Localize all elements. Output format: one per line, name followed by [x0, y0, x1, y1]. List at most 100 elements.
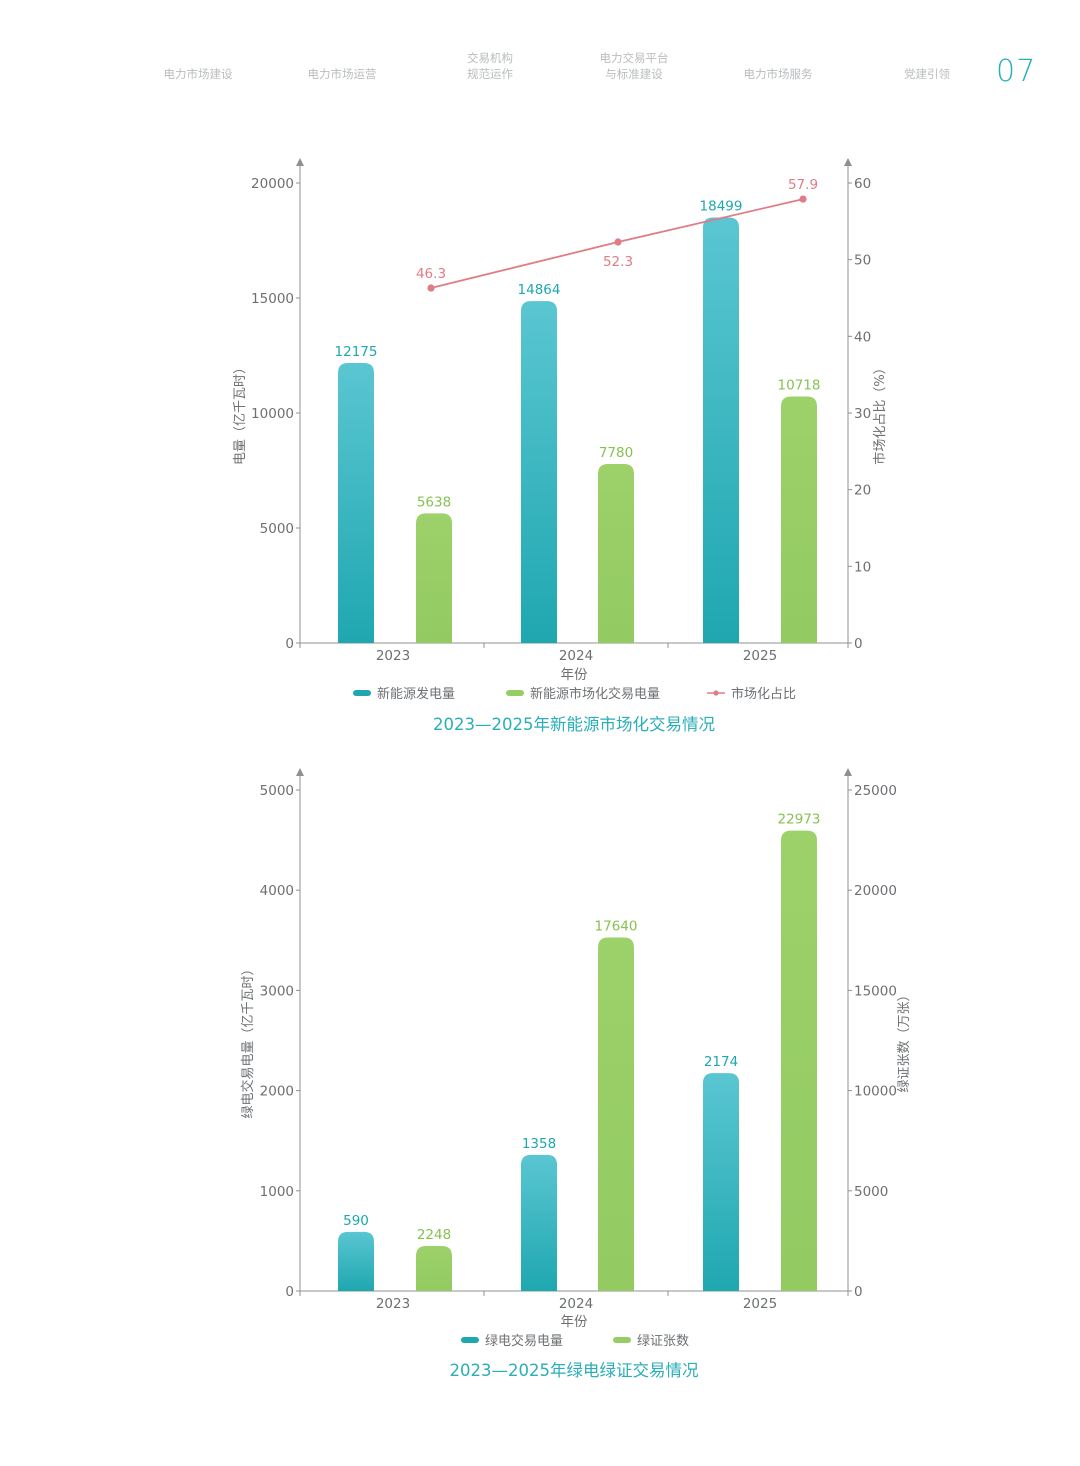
y-tick-label-right: 60 [854, 176, 871, 192]
y-tick-label-right: 15000 [854, 983, 897, 999]
y-tick-label-right: 50 [854, 253, 871, 269]
nav-item-market-construction[interactable]: 电力市场建设 [152, 66, 244, 82]
legend-label: 新能源市场化交易电量 [530, 686, 660, 702]
y-axis-title-left: 绿电交易电量（亿千瓦时） [240, 962, 256, 1118]
bar-green [781, 830, 817, 1291]
legend-swatch [613, 1337, 631, 1343]
data-label: 14864 [518, 282, 561, 298]
nav-item-label: 党建引领 [904, 67, 950, 81]
nav-item-institution-operation[interactable]: 交易机构 规范运作 [444, 50, 536, 82]
x-tick-label: 2025 [743, 648, 777, 664]
line-point [427, 284, 435, 292]
y-tick-label-left: 5000 [260, 521, 294, 537]
legend-swatch-dot [713, 690, 719, 696]
data-label: 18499 [700, 199, 743, 215]
nav-item-trading-platform[interactable]: 电力交易平台 与标准建设 [584, 50, 684, 82]
bar-green [416, 513, 452, 643]
nav-item-label: 电力市场运营 [307, 67, 377, 81]
nav-item-market-operation[interactable]: 电力市场运营 [296, 66, 388, 82]
y-tick-label-left: 3000 [260, 983, 294, 999]
legend-label: 新能源发电量 [377, 686, 455, 702]
y-axis-right-arrow [844, 768, 852, 776]
chart-green-power: 0 1000 2000 3000 4000 5000 0 5000 10000 15000 2000… [240, 768, 912, 1380]
y-tick-label-right: 20000 [854, 883, 897, 899]
page-number: 07 [996, 54, 1037, 89]
line-data-label: 46.3 [416, 266, 446, 282]
y-axis-left-arrow [296, 158, 304, 166]
chart-title: 2023—2025年绿电绿证交易情况 [450, 1361, 699, 1380]
legend-label: 绿证张数 [637, 1334, 689, 1349]
y-axis-left-arrow [296, 768, 304, 776]
line-data-label: 57.9 [788, 177, 818, 193]
y-tick-label-right: 10 [854, 559, 871, 575]
x-tick-label: 2024 [559, 1296, 593, 1312]
y-tick-label-left: 4000 [260, 883, 294, 899]
bar-teal [338, 362, 374, 643]
bar-green [598, 937, 634, 1291]
data-label: 22973 [778, 812, 821, 828]
y-tick-label-left: 0 [285, 1284, 294, 1300]
nav-item-label: 与标准建设 [605, 67, 663, 81]
bar-teal [521, 301, 557, 643]
bar-green [781, 396, 817, 643]
y-tick-label-right: 30 [854, 406, 871, 422]
bar-teal [703, 1073, 739, 1291]
y-tick-label-left: 0 [285, 636, 294, 652]
legend-label: 市场化占比 [731, 686, 796, 702]
y-axis-title-left: 电量（亿千瓦时） [233, 361, 248, 465]
data-label: 590 [343, 1213, 369, 1229]
nav-item-label: 电力交易平台 [599, 51, 669, 65]
nav-item-label: 电力市场服务 [743, 67, 813, 81]
x-tick-label: 2025 [743, 1296, 777, 1312]
data-label: 1358 [522, 1136, 556, 1152]
y-tick-label-right: 0 [854, 1284, 863, 1300]
nav-item-label: 规范运作 [467, 67, 513, 81]
legend-swatch [353, 690, 371, 696]
y-tick-label-left: 20000 [251, 176, 294, 192]
x-tick-label: 2024 [559, 648, 593, 664]
bar-green [598, 464, 634, 643]
y-tick-label-right: 40 [854, 329, 871, 345]
y-tick-label-right: 5000 [854, 1184, 888, 1200]
y-tick-label-right: 0 [854, 636, 863, 652]
y-tick-label-left: 1000 [260, 1184, 294, 1200]
y-axis-right-arrow [844, 158, 852, 166]
y-axis-title-right: 绿证张数（万张） [897, 988, 912, 1092]
y-tick-label-left: 5000 [260, 783, 294, 799]
line-point [614, 238, 622, 246]
legend-label: 绿电交易电量 [485, 1333, 563, 1349]
bar-teal [521, 1154, 557, 1291]
nav-item-label: 交易机构 [467, 51, 513, 65]
section-navigation: 电力市场建设 电力市场运营 交易机构 规范运作 电力交易平台 与标准建设 电力市… [0, 0, 1080, 110]
data-label: 10718 [778, 377, 821, 393]
nav-item-party-building[interactable]: 党建引领 [884, 66, 970, 82]
nav-item-label: 电力市场建设 [163, 67, 233, 81]
line-data-label: 52.3 [603, 254, 633, 270]
legend-swatch [461, 1337, 479, 1343]
data-label: 17640 [595, 918, 638, 934]
data-label: 12175 [335, 344, 378, 360]
nav-item-market-service[interactable]: 电力市场服务 [732, 66, 824, 82]
data-label: 2174 [704, 1054, 738, 1070]
bar-teal [703, 217, 739, 643]
bar-teal [338, 1231, 374, 1291]
chart-title: 2023—2025年新能源市场化交易情况 [433, 715, 715, 734]
y-tick-label-right: 20 [854, 483, 871, 499]
y-tick-label-left: 15000 [251, 291, 294, 307]
line-point [799, 195, 807, 203]
y-tick-label-right: 25000 [854, 783, 897, 799]
data-label: 2248 [417, 1227, 451, 1243]
data-label: 5638 [417, 494, 451, 510]
y-axis-title-right: 市场化占比（%） [872, 361, 888, 464]
data-label: 7780 [599, 445, 633, 461]
x-axis-title: 年份 [561, 1314, 589, 1330]
y-tick-label-right: 10000 [854, 1084, 897, 1100]
x-tick-label: 2023 [376, 1296, 410, 1312]
legend-swatch [506, 690, 524, 696]
chart-new-energy: 0 5000 10000 15000 20000 0 10 20 30 40 50 60 电量（亿千瓦时… [233, 158, 888, 734]
x-tick-label: 2023 [376, 648, 410, 664]
x-axis-title: 年份 [561, 667, 589, 683]
y-tick-label-left: 2000 [260, 1084, 294, 1100]
y-tick-label-left: 10000 [251, 406, 294, 422]
